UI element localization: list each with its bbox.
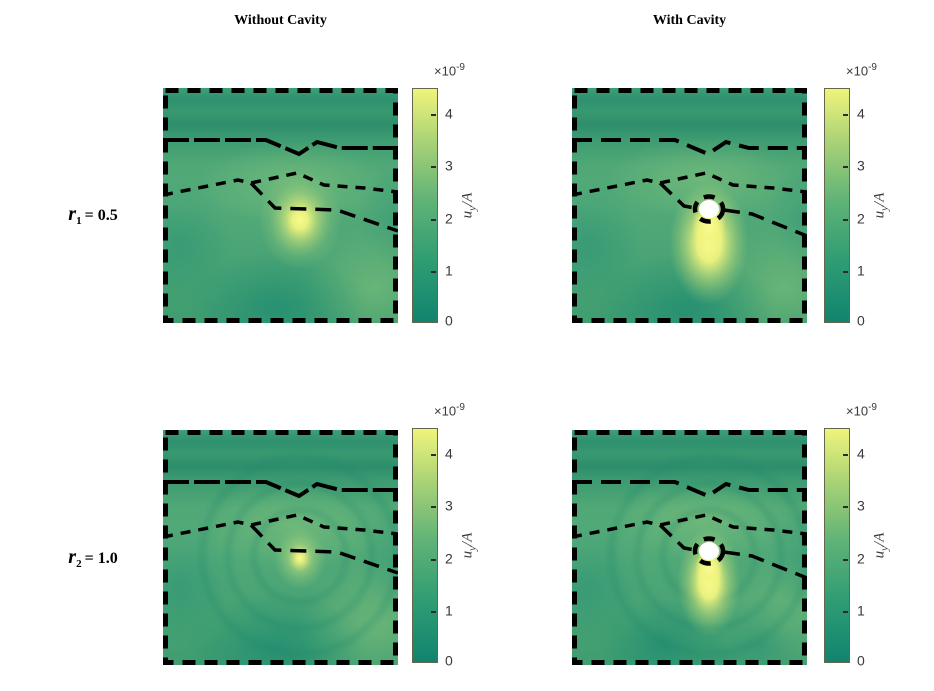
heatmap-r1-without-cavity [163,88,398,323]
colorbar-tick-2: 2 [857,550,865,567]
row-label-r2: r2 = 1.0 [38,546,148,570]
colorbar-gradient [412,88,438,323]
colorbar-axis-label: uy/A [459,192,479,219]
colorbar-tick-0: 0 [857,652,865,669]
domain-border [163,88,398,323]
colorbar-tick-2: 2 [445,210,453,227]
colorbar-tick-1: 1 [445,262,453,279]
colorbar-tick-3: 3 [445,497,453,514]
panel-r1-with-cavity [572,88,807,323]
panel-r2-with-cavity [572,430,807,665]
surface-line [163,480,398,499]
heatmap-r2-without-cavity [163,430,398,665]
colorbar-tick-2: 2 [857,210,865,227]
column-title-with-cavity: With Cavity [652,13,727,28]
domain-border [572,88,807,323]
domain-border [572,430,807,665]
upper-interface-line [572,171,807,197]
colorbar-axis-label: uy/A [871,532,891,559]
row-label-subscript: 2 [76,558,82,571]
lower-interface-line [249,181,398,233]
heatmap-r2-with-cavity [572,430,807,665]
colorbar-axis-label: uy/A [459,532,479,559]
colorbar-r1-without-cavity: ×10-9 4 3 2 1 0 uy/A [412,62,522,329]
lower-interface-line-left [658,523,696,552]
colorbar-tick-4: 4 [445,445,453,462]
colorbar-tick-4: 4 [857,445,865,462]
row-label-value: = 0.5 [84,207,118,224]
colorbar-tick-0: 0 [445,652,453,669]
upper-interface-line [572,513,807,539]
surface-line [163,138,398,157]
upper-interface-line [163,171,398,197]
row-label-r1: r1 = 0.5 [38,203,148,227]
panel-r2-without-cavity [163,430,398,665]
lower-interface-line-right [723,208,807,238]
row-label-subscript: 1 [76,215,82,228]
colorbar-tick-3: 3 [857,157,865,174]
colorbar-exponent: ×10-9 [846,402,877,419]
cavity-outline [692,194,726,224]
upper-interface-line [163,513,398,539]
colorbar-gradient [824,88,850,323]
colorbar-gradient [412,428,438,663]
heatmap-r1-with-cavity [572,88,807,323]
colorbar-r2-without-cavity: ×10-9 4 3 2 1 0 uy/A [412,402,522,669]
colorbar-tick-0: 0 [445,312,453,329]
surface-line [572,138,807,157]
row-label-symbol: r [68,203,77,225]
domain-border [163,430,398,665]
colorbar-r2-with-cavity: ×10-9 4 3 2 1 0 uy/A [824,402,934,669]
row-label-symbol: r [68,546,77,568]
surface-line [572,480,807,499]
colorbar-tick-2: 2 [445,550,453,567]
row-label-value: = 1.0 [84,550,118,567]
colorbar-r1-with-cavity: ×10-9 4 3 2 1 0 uy/A [824,62,934,329]
lower-interface-line-left [658,181,696,210]
colorbar-gradient [824,428,850,663]
lower-interface-line [249,523,398,575]
colorbar-tick-3: 3 [445,157,453,174]
panel-r1-without-cavity [163,88,398,323]
cavity [699,542,719,560]
colorbar-tick-1: 1 [445,602,453,619]
colorbar-tick-4: 4 [445,105,453,122]
column-title-without-cavity: Without Cavity [234,13,327,28]
colorbar-tick-0: 0 [857,312,865,329]
colorbar-tick-1: 1 [857,262,865,279]
colorbar-exponent: ×10-9 [434,402,465,419]
colorbar-tick-1: 1 [857,602,865,619]
colorbar-axis-label: uy/A [871,192,891,219]
colorbar-exponent: ×10-9 [846,62,877,79]
colorbar-tick-3: 3 [857,497,865,514]
cavity [699,200,719,218]
colorbar-exponent: ×10-9 [434,62,465,79]
cavity-outline [692,536,726,566]
lower-interface-line-right [723,550,807,580]
colorbar-tick-4: 4 [857,105,865,122]
